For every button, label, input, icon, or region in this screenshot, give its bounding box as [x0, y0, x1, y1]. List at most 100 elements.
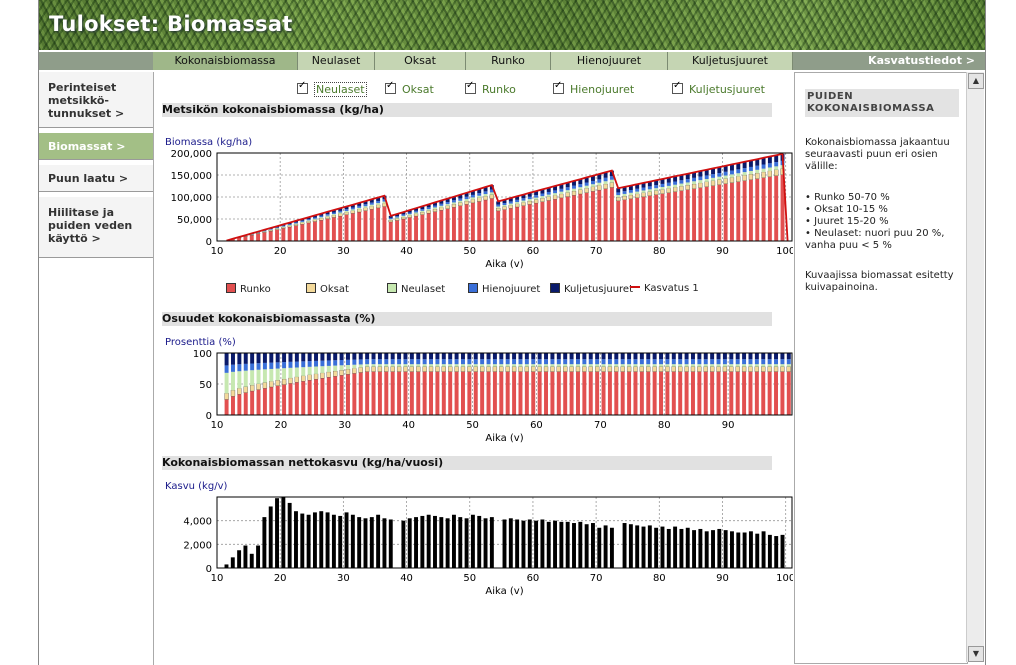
bar-runko — [460, 371, 465, 415]
bar-hienojuuret — [262, 230, 267, 232]
bar-hienojuuret — [451, 200, 456, 203]
bar-hienojuuret — [735, 359, 740, 365]
nav-perinteiset-metsikkotunnukset[interactable]: Perinteiset metsikkö-tunnukset > — [39, 72, 153, 128]
selector-kuljetusjuuret[interactable]: Kuljetusjuuret — [672, 80, 765, 96]
x-axis-label: Aika (v) — [485, 586, 523, 597]
selector-neulaset[interactable]: Neulaset — [297, 80, 367, 97]
bar-neulaset — [307, 366, 312, 375]
scroll-up-icon[interactable]: ▲ — [968, 73, 984, 89]
bar-growth — [660, 526, 665, 568]
bar-hienojuuret — [614, 359, 619, 365]
bar-neulaset — [569, 364, 574, 367]
bar-runko — [717, 184, 722, 241]
bar-runko — [622, 199, 627, 241]
bar-kuljetusjuuret — [352, 353, 357, 360]
bar-kuljetusjuuret — [294, 353, 299, 362]
bar-runko — [306, 222, 311, 241]
bar-neulaset — [480, 364, 485, 367]
bar-kuljetusjuuret — [647, 181, 652, 187]
selector-kuljetusjuuret-label: Kuljetusjuuret — [689, 83, 765, 96]
selector-oksat[interactable]: Oksat — [385, 80, 434, 96]
bar-neulaset — [397, 364, 402, 367]
tab-runko[interactable]: Runko — [466, 52, 551, 70]
x-tick-label: 50 — [463, 246, 476, 257]
bar-neulaset — [441, 364, 446, 367]
bar-neulaset — [460, 364, 465, 367]
bar-growth — [780, 534, 785, 568]
tab-hienojuuret[interactable]: Hienojuuret — [551, 52, 668, 70]
bar-hienojuuret — [376, 200, 381, 204]
x-tick-label: 40 — [402, 420, 415, 431]
bar-kuljetusjuuret — [464, 192, 469, 197]
bar-growth — [382, 518, 387, 568]
bar-growth — [559, 521, 564, 568]
bar-hienojuuret — [388, 217, 393, 220]
nav-biomassat[interactable]: Biomassat > — [39, 133, 153, 160]
bar-runko — [388, 221, 393, 241]
bar-kuljetusjuuret — [729, 353, 734, 360]
bar-neulaset — [230, 371, 235, 391]
bar-kuljetusjuuret — [767, 353, 772, 360]
bar-runko — [521, 205, 526, 241]
checkbox-checked-icon[interactable] — [553, 80, 564, 94]
bar-kuljetusjuuret — [512, 353, 517, 360]
x-tick-label: 90 — [722, 420, 735, 431]
tab-kokonaisbiomassa[interactable]: Kokonaisbiomassa — [153, 52, 298, 70]
bar-hienojuuret — [492, 359, 497, 365]
bar-kuljetusjuuret — [395, 213, 400, 217]
kasvatustiedot-link[interactable]: Kasvatustiedot > — [868, 54, 975, 67]
selector-runko[interactable]: Runko — [465, 80, 516, 96]
bar-kuljetusjuuret — [388, 215, 393, 218]
bar-hienojuuret — [544, 359, 549, 365]
bar-hienojuuret — [256, 363, 261, 370]
bar-hienojuuret — [582, 359, 587, 365]
bar-runko — [441, 371, 446, 415]
bar-hienojuuret — [441, 359, 446, 365]
app-frame: Tulokset: Biomassat Kokonaisbiomassa Neu… — [38, 0, 986, 665]
bar-oksat — [274, 228, 280, 230]
bar-kuljetusjuuret — [609, 170, 614, 177]
bar-growth — [312, 512, 317, 568]
bar-hienojuuret — [659, 359, 664, 365]
nav-hiilitase[interactable]: Hiilitase ja puiden veden käyttö > — [39, 197, 153, 258]
scroll-down-icon[interactable]: ▼ — [968, 646, 984, 662]
tab-oksat[interactable]: Oksat — [375, 52, 466, 70]
checkbox-checked-icon[interactable] — [465, 80, 476, 94]
bar-hienojuuret — [448, 359, 453, 365]
bar-kuljetusjuuret — [654, 180, 659, 186]
bar-hienojuuret — [454, 359, 459, 365]
checkbox-checked-icon[interactable] — [297, 80, 308, 94]
tab-neulaset[interactable]: Neulaset — [298, 52, 375, 70]
bar-runko — [597, 190, 602, 241]
bar-kuljetusjuuret — [578, 179, 583, 185]
bar-neulaset — [546, 194, 551, 197]
bar-hienojuuret — [742, 168, 747, 173]
bar-neulaset — [603, 181, 608, 184]
bar-runko — [301, 381, 306, 415]
bar-hienojuuret — [628, 189, 633, 193]
section-title-total: Metsikön kokonaisbiomassa (kg/ha) — [162, 103, 772, 117]
bar-hienojuuret — [569, 359, 574, 365]
bar-runko — [572, 195, 576, 241]
scrollbar[interactable]: ▲ ▼ — [966, 72, 984, 662]
bar-hienojuuret — [269, 362, 274, 369]
bar-neulaset — [622, 193, 627, 197]
checkbox-checked-icon[interactable] — [672, 80, 683, 94]
bar-runko — [382, 206, 387, 241]
bar-runko — [401, 219, 406, 241]
bar-kuljetusjuuret — [345, 353, 350, 360]
bar-runko — [729, 371, 734, 415]
bar-kuljetusjuuret — [486, 353, 491, 360]
bar-hienojuuret — [416, 359, 421, 365]
bar-growth — [534, 520, 539, 568]
bar-runko — [780, 371, 785, 415]
x-tick-label: 30 — [337, 573, 350, 584]
tab-kuljetusjuuret[interactable]: Kuljetusjuuret — [668, 52, 793, 70]
bar-neulaset — [665, 364, 670, 367]
bar-runko — [331, 217, 336, 241]
y-tick-label: 100 — [193, 349, 212, 360]
nav-puun-laatu[interactable]: Puun laatu > — [39, 165, 153, 192]
bar-kuljetusjuuret — [454, 353, 459, 360]
checkbox-checked-icon[interactable] — [385, 80, 396, 94]
selector-hienojuuret[interactable]: Hienojuuret — [553, 80, 634, 96]
